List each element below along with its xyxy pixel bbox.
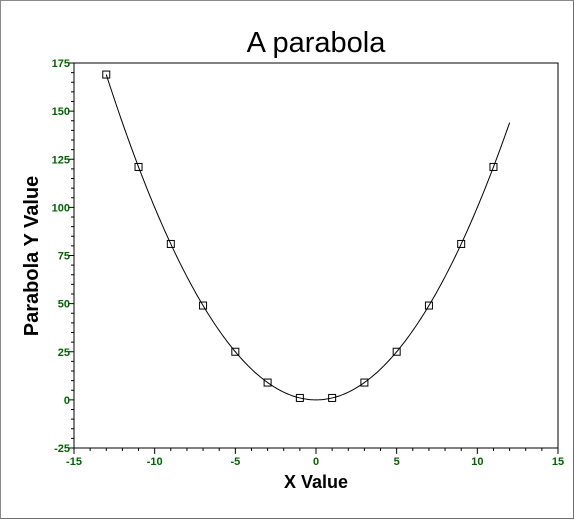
- data-point-marker: [457, 239, 466, 248]
- data-point-marker: [199, 301, 208, 310]
- data-point-marker: [392, 347, 401, 356]
- y-tick-label: 50: [58, 299, 70, 311]
- x-tick-label: 15: [552, 456, 564, 468]
- data-point-marker: [424, 301, 433, 310]
- y-tick-label: 0: [64, 395, 70, 407]
- y-axis-label: Parabola Y Value: [21, 176, 43, 336]
- y-tick-label: 125: [52, 154, 70, 166]
- x-tick-label: -15: [66, 456, 82, 468]
- y-tick-label: 100: [52, 202, 70, 214]
- y-tick-label: -25: [54, 443, 70, 455]
- x-axis: -15 -10 -5 0 5 10 15: [66, 448, 564, 468]
- y-tick-label: 175: [52, 58, 70, 70]
- y-tick-label: 150: [52, 106, 70, 118]
- data-point-marker: [166, 239, 175, 248]
- y-tick-label: 75: [58, 251, 70, 263]
- data-point-marker: [134, 162, 143, 171]
- data-point-marker: [328, 393, 337, 402]
- x-tick-label: -10: [147, 456, 163, 468]
- chart-title: A parabola: [247, 27, 387, 59]
- data-point-marker: [231, 347, 240, 356]
- data-point-marker: [102, 70, 111, 79]
- y-axis: -25 0 25 50 75 100 125 150 175: [52, 58, 74, 455]
- data-point-marker: [295, 393, 304, 402]
- parabola-line: [105, 74, 511, 401]
- plot-area: [73, 62, 559, 449]
- series-curve: [105, 74, 511, 401]
- x-tick-label: -5: [230, 456, 240, 468]
- x-axis-label: X Value: [284, 472, 348, 492]
- y-tick-label: 25: [58, 347, 70, 359]
- series-markers: [102, 70, 498, 402]
- x-tick-label: 0: [313, 456, 319, 468]
- data-point-marker: [263, 378, 272, 387]
- x-tick-label: 5: [394, 456, 400, 468]
- data-point-marker: [489, 162, 498, 171]
- x-tick-label: 10: [471, 456, 483, 468]
- data-point-marker: [360, 378, 369, 387]
